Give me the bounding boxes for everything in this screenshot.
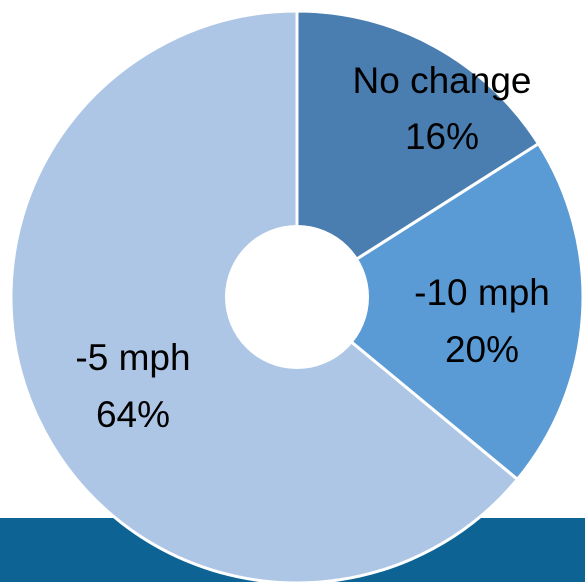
doughnut-hole — [225, 225, 369, 369]
slice-no-change — [295, 9, 540, 299]
slice-10-mph — [295, 142, 585, 481]
slice-label-no-change-name: No change — [353, 60, 532, 101]
slice-label-minus-10-name: -10 mph — [414, 272, 550, 313]
slice-label-minus-5-percent: 64% — [96, 394, 170, 435]
slice-label-minus-5-name: -5 mph — [75, 337, 190, 378]
slice-label-no-change-percent: 16% — [405, 116, 479, 157]
slice-label-minus-10-percent: 20% — [445, 329, 519, 370]
